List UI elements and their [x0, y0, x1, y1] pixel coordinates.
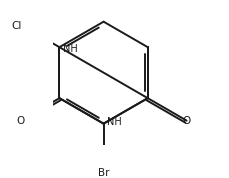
- Text: NH: NH: [63, 44, 78, 54]
- Text: NH: NH: [107, 117, 122, 127]
- Text: O: O: [16, 116, 25, 126]
- Text: Cl: Cl: [11, 21, 22, 31]
- Text: O: O: [182, 116, 190, 126]
- Text: Br: Br: [97, 168, 109, 178]
